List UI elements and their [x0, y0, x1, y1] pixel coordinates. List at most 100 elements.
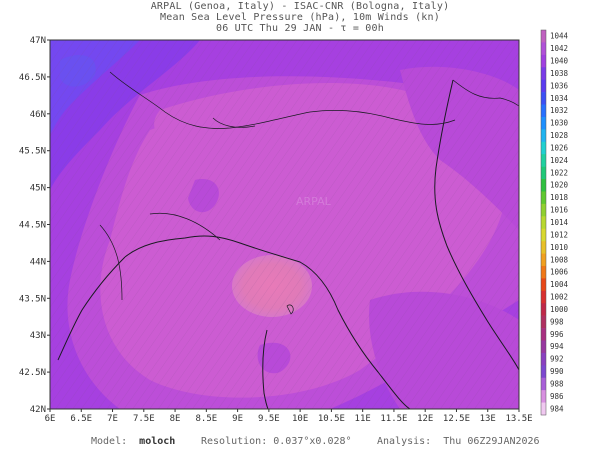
lon-tick-label: 6.5E: [70, 414, 92, 424]
colorbar-label: 1016: [550, 206, 569, 215]
colorbar-swatch: [541, 365, 546, 379]
lat-tick-label: 44N: [30, 257, 46, 267]
colorbar-swatch: [541, 129, 546, 143]
colorbar-label: 986: [550, 392, 564, 401]
colorbar-swatch: [541, 315, 546, 329]
lon-tick-label: 6E: [45, 414, 56, 424]
watermark: ARPAL: [296, 195, 332, 208]
colorbar-swatch: [541, 377, 546, 391]
header-time: 06 UTC Thu 29 JAN - τ = 00h: [216, 23, 384, 34]
lon-tick-label: 10.5E: [318, 414, 345, 424]
colorbar-label: 1038: [550, 69, 569, 78]
colorbar-label: 988: [550, 379, 564, 388]
lon-tick-label: 12.5E: [443, 414, 470, 424]
colorbar-frame: [540, 29, 547, 416]
colorbar-label: 1008: [550, 255, 569, 264]
colorbar-swatch: [541, 67, 546, 80]
lat-tick-label: 46N: [30, 110, 46, 120]
lon-tick-label: 11E: [355, 414, 371, 424]
colorbar-label: 1032: [550, 106, 568, 115]
colorbar-swatch: [541, 228, 546, 242]
colorbar-label: 1034: [550, 94, 569, 103]
lon-tick-label: 12E: [417, 414, 433, 424]
colorbar-swatch: [541, 166, 546, 180]
colorbar-label: 1006: [550, 268, 569, 277]
colorbar-label: 996: [550, 330, 564, 339]
colorbar-swatch: [541, 390, 546, 403]
colorbar-swatch: [541, 278, 546, 292]
colorbar-label: 1000: [550, 305, 569, 314]
lon-tick-label: 9.5E: [258, 414, 280, 424]
map-axes: 6E 6.5E 7E 7.5E 8E 8.5E 9E 9.5E 10E 10.5E 11E 11.5E…: [19, 36, 533, 424]
lat-tick-label: 43N: [30, 331, 46, 341]
colorbar-swatch: [541, 241, 546, 254]
colorbar-label: 1040: [550, 57, 569, 66]
lon-tick-label: 9E: [232, 414, 243, 424]
colorbar-swatch: [541, 290, 546, 304]
lon-tick-label: 7E: [107, 414, 118, 424]
colorbar-swatch: [541, 203, 546, 217]
borders: [99, 71, 519, 315]
colorbar-swatch: [541, 328, 546, 341]
colorbar-label: 1042: [550, 44, 568, 53]
lon-tick-label: 13E: [480, 414, 496, 424]
colorbar-label: 984: [550, 404, 564, 413]
colorbar-swatch: [541, 154, 546, 167]
footer-resolution: Resolution: 0.037°x0.028°: [201, 436, 352, 447]
pressure-field: ARPAL: [50, 40, 519, 409]
lon-tick-label: 10E: [292, 414, 308, 424]
footer-analysis: Analysis: Thu 06Z29JAN2026: [377, 436, 540, 447]
lon-tick-label: 7.5E: [133, 414, 155, 424]
header-source: ARPAL (Genoa, Italy) - ISAC-CNR (Bologna…: [150, 1, 450, 12]
colorbar-label: 1010: [550, 243, 569, 252]
colorbar-swatch: [541, 42, 546, 56]
colorbar-swatch: [541, 92, 546, 105]
colorbar-label: 990: [550, 367, 564, 376]
colorbar-label: 998: [550, 317, 564, 326]
lat-tick-label: 42.5N: [19, 368, 46, 378]
lat-tick-label: 45N: [30, 184, 46, 194]
colorbar-swatch: [541, 141, 546, 155]
colorbar-swatch: [541, 54, 546, 68]
colorbar-swatch: [541, 116, 546, 130]
colorbar-label: 1014: [550, 218, 569, 227]
colorbar-swatch: [541, 303, 546, 316]
colorbar-swatch: [541, 352, 546, 366]
colorbar-label: 1044: [550, 32, 569, 41]
colorbar-label: 1002: [550, 293, 568, 302]
lon-tick-label: 11.5E: [380, 414, 407, 424]
lat-tick-label: 47N: [30, 36, 46, 46]
lat-tick-label: 44.5N: [19, 221, 46, 231]
colorbar-swatch: [541, 179, 546, 192]
lat-tick-label: 43.5N: [19, 294, 46, 304]
lat-tick-label: 45.5N: [19, 147, 46, 157]
colorbar-label: 1028: [550, 131, 569, 140]
colorbar-label: 1004: [550, 280, 569, 289]
coastlines: [57, 79, 519, 409]
colorbar-label: 1036: [550, 81, 569, 90]
colorbar-label: 1026: [550, 143, 569, 152]
colorbar-label: 1024: [550, 156, 569, 165]
colorbar-swatch: [541, 79, 546, 93]
lon-tick-label: 8E: [170, 414, 181, 424]
lon-tick-label: 13.5E: [505, 414, 532, 424]
header-field: Mean Sea Level Pressure (hPa), 10m Winds…: [160, 12, 440, 23]
lat-tick-label: 46.5N: [19, 73, 46, 83]
colorbar-swatch: [541, 265, 546, 279]
colorbar-label: 1012: [550, 230, 568, 239]
colorbar-label: 992: [550, 355, 564, 364]
colorbar-swatch: [541, 216, 546, 230]
lat-tick-label: 42N: [30, 405, 46, 415]
colorbar-label: 1022: [550, 168, 568, 177]
pressure-colorbar: 1044 1042 1040 1038 1036 1034 1032 1030 1028 1026…: [540, 29, 569, 416]
colorbar-swatch: [541, 402, 546, 416]
colorbar-swatch: [541, 340, 546, 354]
colorbar-label: 1030: [550, 119, 569, 128]
colorbar-swatch: [541, 104, 546, 118]
colorbar-label: 1020: [550, 181, 569, 190]
footer-model: Model: moloch: [91, 436, 176, 447]
colorbar-label: 1018: [550, 193, 569, 202]
lon-tick-label: 8.5E: [195, 414, 217, 424]
colorbar-swatch: [541, 253, 546, 267]
